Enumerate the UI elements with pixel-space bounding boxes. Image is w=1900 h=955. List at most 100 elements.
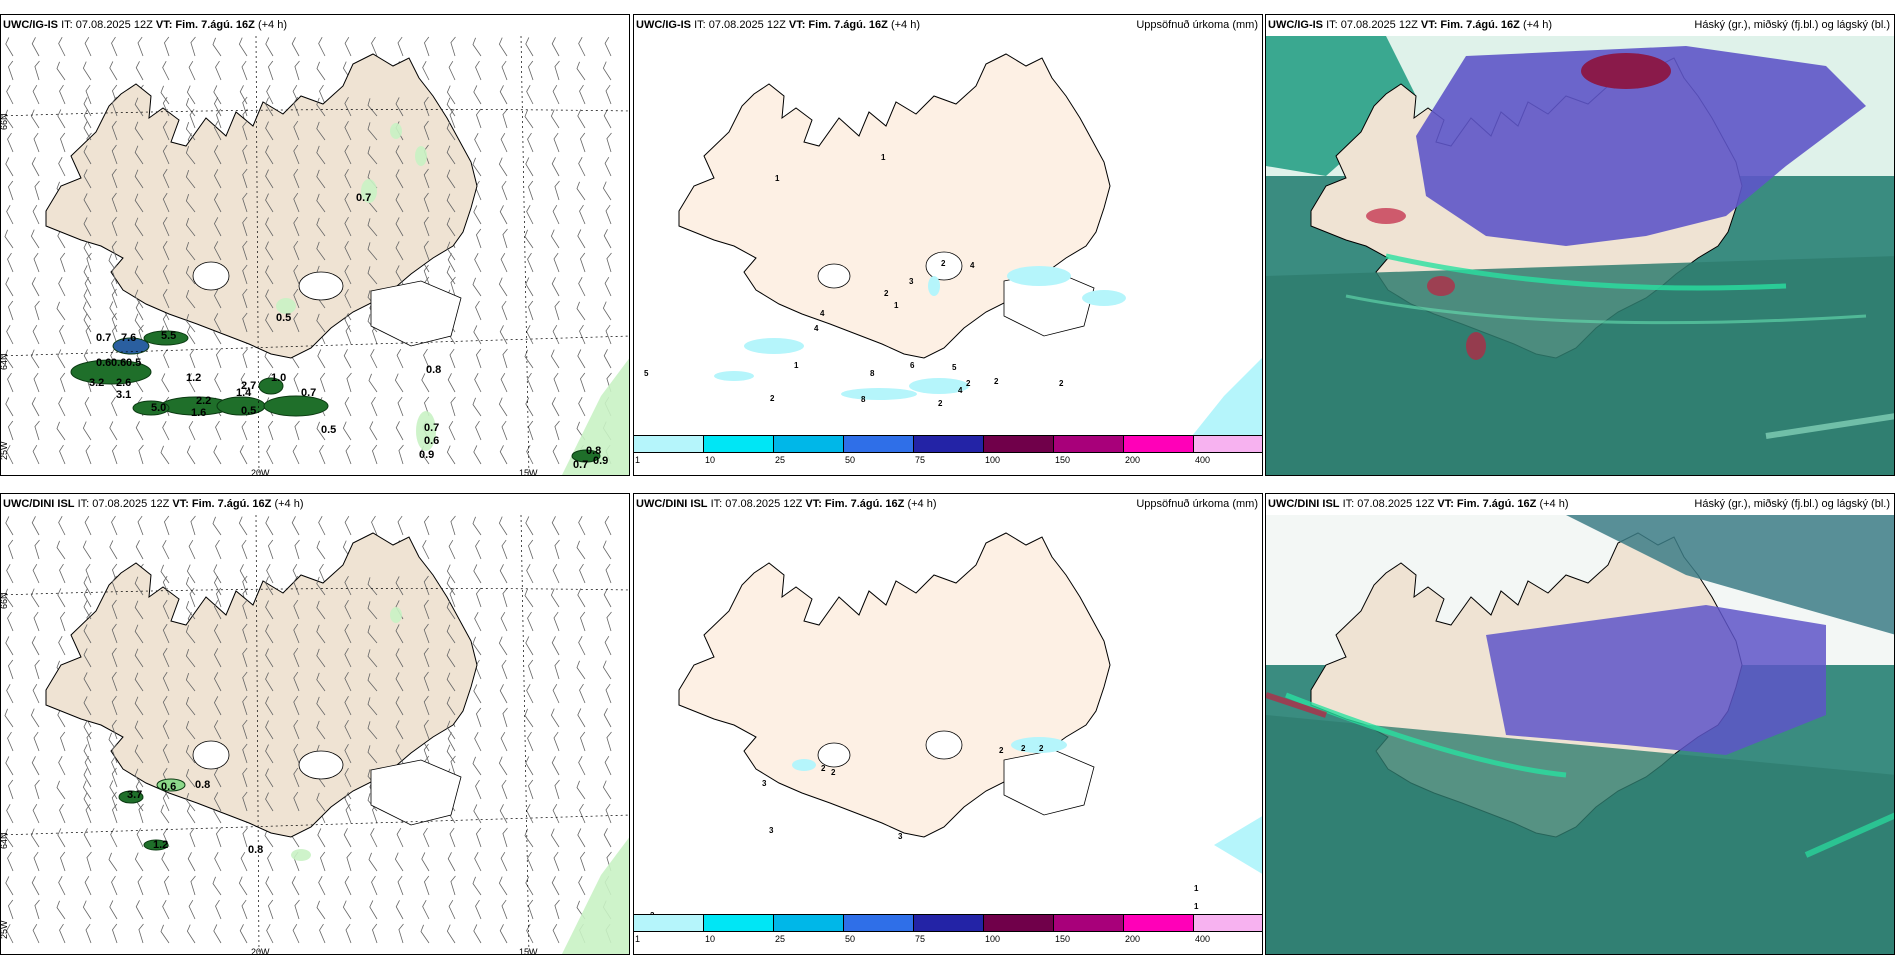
wind-barb xyxy=(579,851,586,872)
wind-barb xyxy=(501,899,508,920)
legend-tick-label: 400 xyxy=(1195,934,1211,944)
wind-barb xyxy=(56,780,66,800)
wind-barb xyxy=(578,37,586,57)
wind-barb xyxy=(213,97,222,117)
wind-barb xyxy=(7,851,14,872)
wind-barb xyxy=(446,564,456,584)
wind-barb xyxy=(7,659,14,680)
legend-swatch xyxy=(634,436,704,452)
wind-barb xyxy=(475,899,482,920)
wind-barb xyxy=(185,241,196,261)
precip-value-label: 4 xyxy=(958,386,963,395)
wind-barb xyxy=(265,217,274,237)
map-panel-clouds-igis: UWC/IG-IS IT: 07.08.2025 12Z VT: Fim. 7.… xyxy=(1265,14,1895,476)
precip-value-label: 0.8 xyxy=(248,844,263,856)
wind-barb xyxy=(423,192,430,213)
wind-barb xyxy=(446,600,456,620)
wind-barb xyxy=(526,85,534,105)
wind-barb xyxy=(241,899,248,920)
precip-value-label: 1 xyxy=(1194,884,1199,893)
wind-barb xyxy=(59,923,66,944)
wind-barb xyxy=(446,720,456,740)
wind-barb xyxy=(475,108,482,129)
wind-barb xyxy=(83,696,92,716)
wind-barb xyxy=(527,611,534,632)
lon-label-20w: 20W xyxy=(251,468,270,476)
precip-value-label: 3 xyxy=(762,779,767,788)
wind-barb xyxy=(472,516,482,536)
map-panel-wind-dini: UWC/DINI ISL IT: 07.08.2025 12Z VT: Fim.… xyxy=(0,493,630,955)
wind-barb xyxy=(602,660,612,680)
wind-barb xyxy=(30,588,40,608)
precip-value-label: 0.7 xyxy=(356,192,371,204)
legend-swatch xyxy=(984,436,1054,452)
wind-barb xyxy=(475,707,482,728)
wind-barb xyxy=(395,576,404,596)
wind-barb xyxy=(576,301,586,321)
wind-barb xyxy=(423,695,430,716)
precip-value-label: 2.6 xyxy=(116,377,131,389)
wind-barb xyxy=(447,253,456,273)
svg-text:15W: 15W xyxy=(519,947,538,955)
wind-barb xyxy=(162,623,170,644)
wind-barb xyxy=(367,745,378,764)
wind-barb xyxy=(474,133,482,153)
wind-barb xyxy=(344,743,352,764)
wind-barb xyxy=(111,192,118,213)
wind-barb xyxy=(474,373,482,393)
wind-barb xyxy=(111,575,118,596)
wind-barb xyxy=(162,61,170,81)
precip-value-label: 4 xyxy=(970,261,975,270)
wind-barb xyxy=(242,288,248,309)
wind-barb xyxy=(475,228,482,249)
wind-barb xyxy=(111,312,118,333)
wind-barb xyxy=(5,756,14,776)
wind-barb xyxy=(294,539,300,560)
wind-barb xyxy=(420,924,430,944)
wind-barb xyxy=(367,242,378,261)
wind-barb xyxy=(57,828,66,848)
wind-barb xyxy=(576,780,586,800)
wind-barb xyxy=(398,923,404,944)
wind-barb xyxy=(316,900,326,920)
legend-swatch xyxy=(704,436,774,452)
wind-barb xyxy=(189,108,196,129)
wind-barb xyxy=(397,515,404,536)
wind-barb xyxy=(501,60,508,81)
wind-barb xyxy=(524,588,534,608)
wind-barb xyxy=(111,647,118,668)
wind-barb xyxy=(423,575,430,596)
wind-barb xyxy=(553,132,560,153)
wind-barb xyxy=(423,96,430,117)
wind-barb xyxy=(111,743,118,764)
legend-tick-label: 75 xyxy=(915,455,926,465)
wind-barb xyxy=(162,743,170,764)
legend-tick-label: 150 xyxy=(1055,934,1071,944)
wind-barb xyxy=(111,96,118,117)
wind-barb xyxy=(215,60,222,81)
wind-barb xyxy=(265,624,274,644)
wind-barb xyxy=(188,539,196,560)
wind-barb xyxy=(109,540,118,560)
precip-value-label: 3 xyxy=(769,826,774,835)
wind-barb xyxy=(111,444,118,465)
wind-barb xyxy=(602,780,612,800)
wind-barb xyxy=(85,923,92,944)
wind-barb xyxy=(7,180,14,201)
wind-barb xyxy=(162,791,170,812)
panel-title: UWC/IG-IS IT: 07.08.2025 12Z VT: Fim. 7.… xyxy=(636,19,1258,31)
wind-barb xyxy=(56,900,66,920)
wind-barb xyxy=(502,827,508,848)
wind-barb xyxy=(34,659,40,680)
wind-barb xyxy=(190,36,196,57)
wind-barb xyxy=(162,719,170,740)
precip-value-label: 3 xyxy=(898,832,903,841)
wind-barb xyxy=(316,600,326,620)
wind-barb xyxy=(215,108,222,129)
wind-barb xyxy=(85,803,92,824)
wind-barb xyxy=(30,109,40,129)
wind-barb xyxy=(604,515,612,536)
wind-barb xyxy=(162,168,170,189)
wind-barb xyxy=(604,36,612,57)
wind-barb xyxy=(31,636,40,656)
